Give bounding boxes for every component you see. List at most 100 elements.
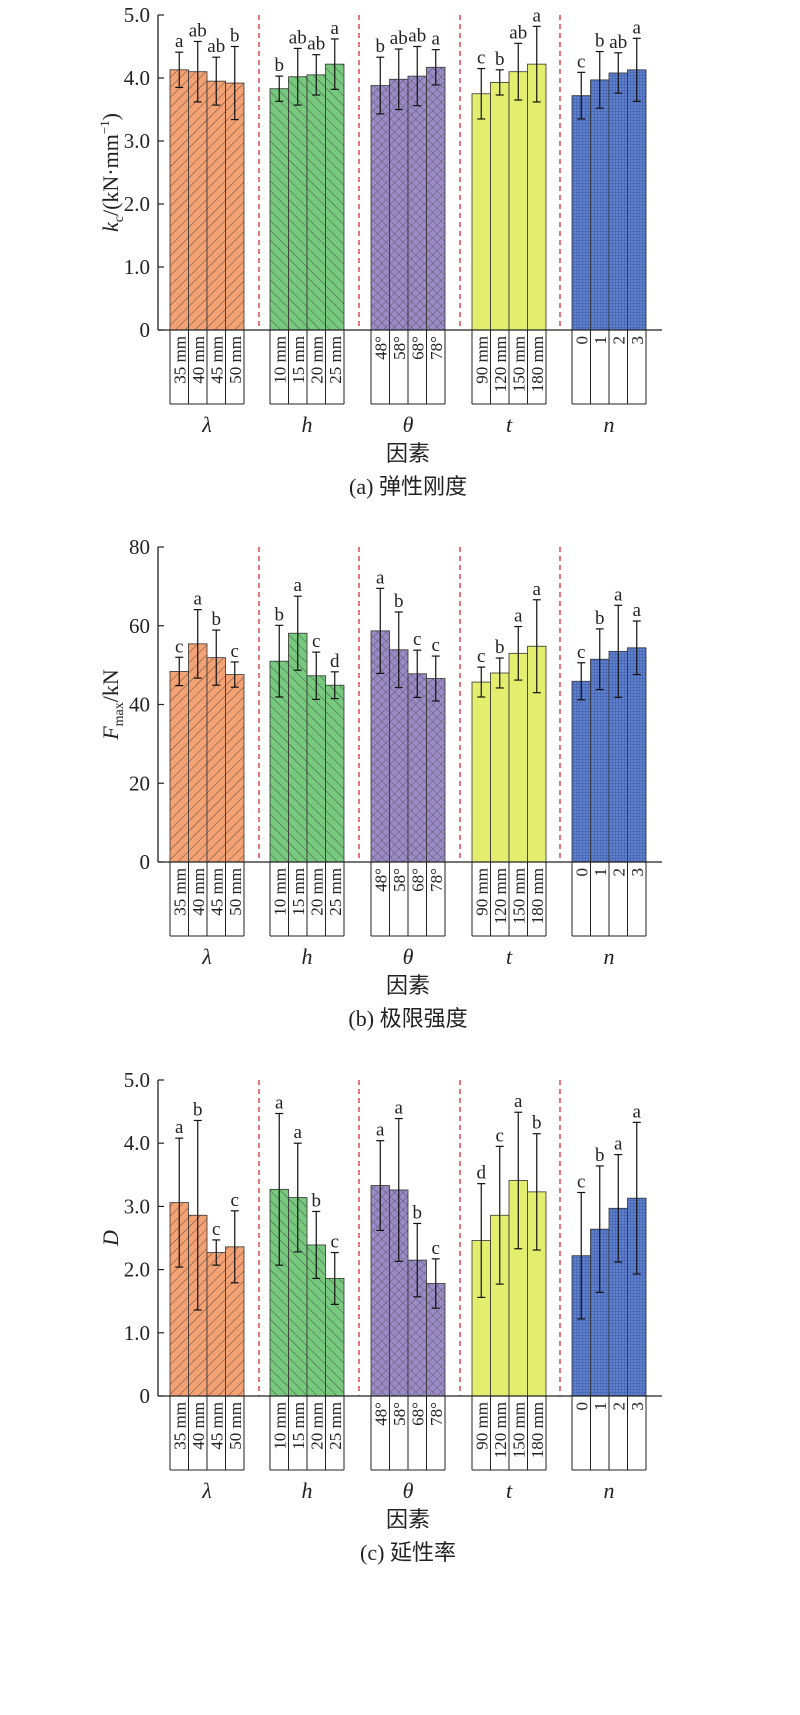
significance-letter: c <box>496 1125 504 1146</box>
bar-pattern <box>207 657 226 862</box>
bar-pattern <box>371 630 390 862</box>
category-label: 15 mm <box>289 1402 308 1450</box>
category-label: 45 mm <box>207 336 226 384</box>
bar <box>527 63 547 331</box>
bar-pattern <box>325 64 344 330</box>
bar-pattern <box>307 74 326 330</box>
significance-letter: ab <box>289 27 307 48</box>
category-label: 10 mm <box>270 868 289 916</box>
factor-label: t <box>506 1478 513 1503</box>
category-label: 40 mm <box>189 868 208 916</box>
bar-pattern <box>288 1197 307 1396</box>
y-axis-label-subscript: c <box>112 216 127 222</box>
bar-pattern <box>408 1260 427 1396</box>
y-tick-label: 0 <box>140 1384 151 1408</box>
significance-letter: a <box>294 1122 303 1143</box>
bar <box>490 672 510 863</box>
bar-pattern <box>270 661 289 862</box>
bar <box>508 71 528 331</box>
significance-letter: b <box>532 1113 542 1134</box>
category-label: 25 mm <box>326 1402 345 1450</box>
category-label: 90 mm <box>472 1402 491 1450</box>
significance-letter: a <box>614 1134 623 1155</box>
category-label: 68° <box>408 868 427 892</box>
category-label: 2 <box>609 868 628 877</box>
category-label: 20 mm <box>307 1402 326 1450</box>
bar-pattern <box>389 649 408 862</box>
y-tick-label: 60 <box>129 614 150 638</box>
category-label: 15 mm <box>289 336 308 384</box>
significance-letter: c <box>577 642 585 663</box>
bar-pattern <box>325 685 344 862</box>
category-label: 25 mm <box>326 336 345 384</box>
factor-label: h <box>302 412 313 437</box>
category-label: 150 mm <box>509 1402 528 1458</box>
category-label: 25 mm <box>326 868 345 916</box>
significance-letter: c <box>577 51 585 72</box>
significance-letter: ab <box>509 22 527 43</box>
significance-letter: a <box>533 5 542 26</box>
y-tick-label: 5.0 <box>124 3 150 27</box>
category-label: 150 mm <box>509 868 528 924</box>
bar-pattern <box>426 678 445 862</box>
bar-pattern <box>188 71 207 330</box>
significance-letter: b <box>495 637 505 658</box>
category-label: 35 mm <box>170 868 189 916</box>
category-label: 58° <box>390 868 409 892</box>
category-label: 180 mm <box>528 336 547 392</box>
significance-letter: b <box>413 1202 423 1223</box>
category-label: 20 mm <box>307 868 326 916</box>
category-label: 40 mm <box>189 1402 208 1450</box>
bar-pattern <box>609 651 628 862</box>
significance-letter: b <box>230 26 240 47</box>
bar-pattern <box>170 1202 189 1396</box>
bar-pattern <box>288 633 307 862</box>
y-tick-label: 0 <box>140 318 151 342</box>
bar-pattern <box>590 79 609 330</box>
significance-letter: a <box>175 1117 184 1138</box>
significance-letter: a <box>194 589 203 610</box>
y-tick-label: 20 <box>129 771 150 795</box>
x-axis-label: 因素 <box>386 973 430 998</box>
factor-label: h <box>302 944 313 969</box>
significance-letter: b <box>394 591 404 612</box>
significance-letter: c <box>413 629 421 650</box>
y-axis-label: D <box>98 1230 123 1247</box>
x-axis-label: 因素 <box>386 1507 430 1532</box>
category-label: 180 mm <box>528 1402 547 1458</box>
significance-letter: a <box>175 31 184 52</box>
factor-label: t <box>506 944 513 969</box>
bar-pattern <box>170 671 189 862</box>
factor-label: λ <box>201 1478 212 1503</box>
bar-pattern <box>389 79 408 330</box>
bar <box>508 652 528 863</box>
bar-pattern <box>426 1283 445 1396</box>
bar-pattern <box>426 67 445 330</box>
factor-label: λ <box>201 944 212 969</box>
significance-letter: c <box>432 635 440 656</box>
category-label: 40 mm <box>189 336 208 384</box>
significance-letter: ab <box>408 26 426 47</box>
significance-letter: c <box>231 1190 239 1211</box>
significance-letter: a <box>294 575 303 596</box>
y-axis-label-subscript: max <box>112 702 127 726</box>
significance-letter: ab <box>207 36 225 57</box>
significance-letter: b <box>275 604 285 625</box>
y-tick-label: 1.0 <box>124 255 150 279</box>
category-label: 35 mm <box>170 336 189 384</box>
significance-letter: a <box>331 18 340 39</box>
bar-pattern <box>225 1246 244 1396</box>
category-label: 10 mm <box>270 1402 289 1450</box>
factor-label: n <box>604 944 615 969</box>
significance-letter: c <box>175 636 183 657</box>
y-tick-label: 3.0 <box>124 129 150 153</box>
bar-pattern <box>627 647 646 862</box>
chart-caption: (a) 弹性刚度 <box>349 474 467 499</box>
significance-letter: c <box>312 631 320 652</box>
bar-pattern <box>188 643 207 862</box>
y-tick-label: 2.0 <box>124 1258 150 1282</box>
category-label: 90 mm <box>472 868 491 916</box>
